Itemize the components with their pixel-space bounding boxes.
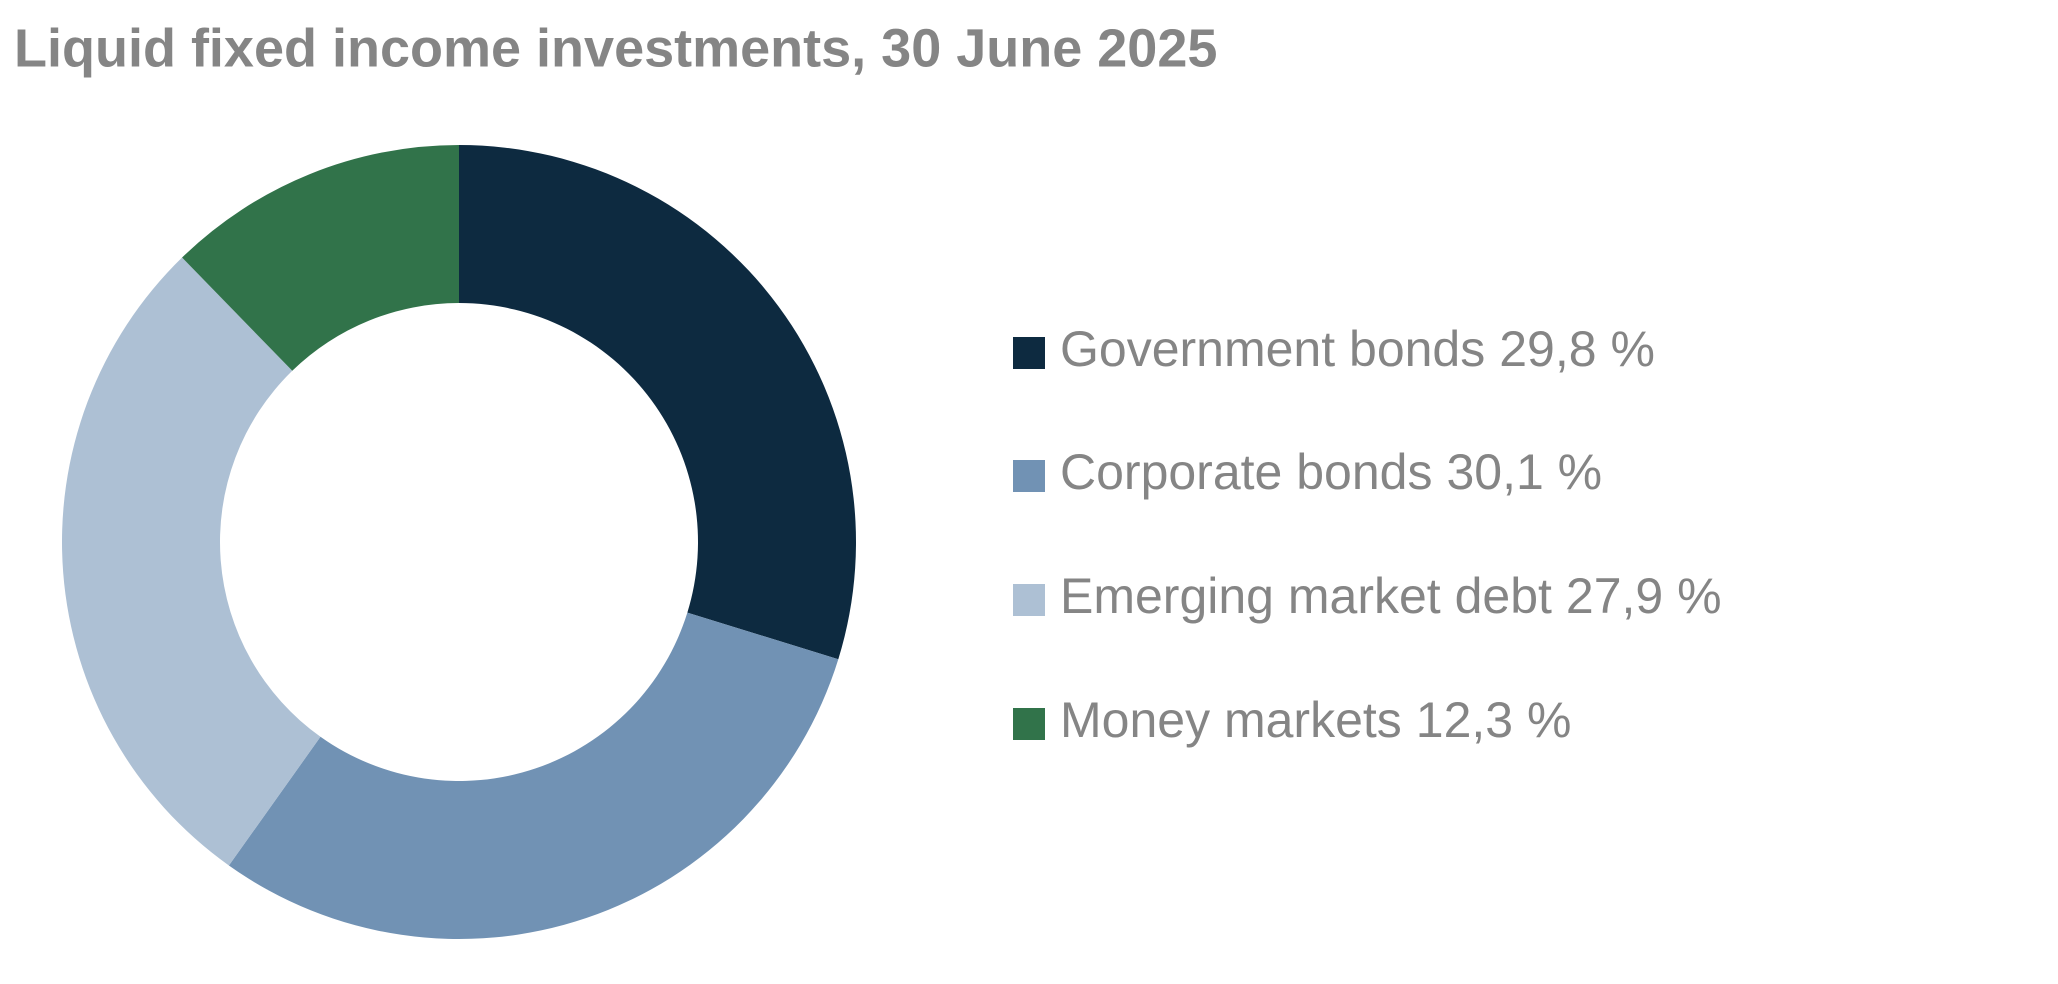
legend-entry: Government bonds 29,8 % [1060, 321, 1655, 377]
legend-value: 12,3 % [1416, 692, 1572, 748]
chart-title: Liquid fixed income investments, 30 June… [14, 18, 1217, 78]
donut-slice [228, 612, 839, 940]
legend-entry: Corporate bonds 30,1 % [1060, 444, 1602, 500]
legend-value: 27,9 % [1566, 568, 1722, 624]
donut-slice [182, 145, 459, 371]
legend-entry: Emerging market debt 27,9 % [1060, 568, 1722, 624]
legend-label: Corporate bonds [1060, 444, 1432, 500]
legend-label: Emerging market debt [1060, 568, 1552, 624]
legend-entry: Money markets 12,3 % [1060, 692, 1571, 748]
donut-slice [61, 257, 321, 866]
legend-swatch [1013, 337, 1045, 369]
legend-swatch [1013, 584, 1045, 616]
legend-label: Government bonds [1060, 321, 1485, 377]
legend-swatch [1013, 708, 1045, 740]
legend-value: 29,8 % [1499, 321, 1655, 377]
donut-slice [459, 145, 857, 660]
legend-swatch [1013, 460, 1045, 492]
legend-label: Money markets [1060, 692, 1402, 748]
legend-value: 30,1 % [1446, 444, 1602, 500]
